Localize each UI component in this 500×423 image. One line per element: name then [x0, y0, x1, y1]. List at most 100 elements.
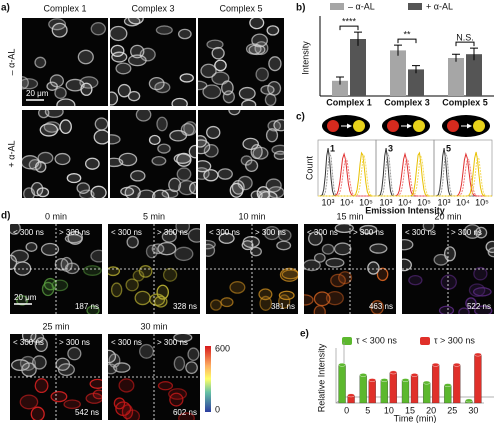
error-bar	[470, 47, 478, 61]
cell	[334, 224, 354, 234]
cell	[65, 78, 85, 92]
gate-label: < 300 ns	[307, 228, 338, 237]
significance-bracket	[339, 25, 359, 31]
column-header: Complex 1	[43, 3, 86, 13]
cell	[276, 240, 292, 251]
cell	[359, 224, 378, 235]
cell	[110, 25, 128, 42]
y-axis-title: Intensity	[300, 41, 310, 75]
cell	[177, 28, 192, 40]
cell	[217, 168, 233, 180]
x-tick-label: 10³	[321, 197, 334, 207]
cells	[110, 110, 196, 198]
gate-label: > 300 ns	[59, 338, 90, 347]
significance: ****	[342, 17, 357, 27]
cells	[402, 224, 494, 314]
cell	[472, 287, 492, 297]
cell	[115, 401, 132, 417]
cell	[44, 110, 64, 118]
x-tick-label: 10³	[437, 197, 450, 207]
micrograph	[110, 18, 196, 106]
cells	[10, 224, 102, 314]
bar	[408, 69, 424, 96]
cell	[37, 110, 50, 119]
time-label: 15 min	[336, 211, 363, 221]
error-bar	[412, 65, 420, 74]
x-tick-label: 15	[405, 405, 415, 415]
y-axis-title: Count	[304, 156, 314, 181]
cell	[206, 39, 224, 50]
cell	[155, 25, 173, 35]
cell	[77, 49, 94, 65]
cell	[156, 284, 169, 300]
cell	[32, 355, 47, 370]
x-tick-label: Complex 3	[384, 97, 430, 107]
cell	[22, 76, 29, 90]
cell	[50, 390, 68, 403]
cell	[154, 81, 171, 94]
bar-top	[359, 373, 367, 377]
cell	[60, 256, 73, 272]
gate-label: < 300 ns	[111, 338, 142, 347]
cell	[206, 239, 216, 250]
cell	[63, 399, 81, 410]
bar	[474, 354, 482, 404]
cell	[264, 93, 277, 106]
cell	[54, 86, 67, 100]
cells	[22, 110, 108, 198]
bar	[466, 54, 482, 96]
cell	[222, 90, 235, 104]
bar-top	[465, 398, 473, 403]
x-tick-label: 10³	[379, 197, 392, 207]
cell	[120, 186, 135, 197]
cell	[252, 146, 269, 160]
cell	[267, 80, 282, 96]
cell	[206, 125, 221, 139]
cell	[10, 224, 21, 235]
cell	[67, 346, 82, 361]
histogram-curve	[434, 155, 492, 197]
cell	[281, 269, 298, 280]
cell	[40, 242, 60, 256]
lifetime: 542 ns	[75, 408, 99, 417]
bar	[448, 58, 464, 96]
cell	[422, 224, 435, 232]
cell	[198, 80, 208, 91]
gate-label: < 300 ns	[111, 228, 142, 237]
lifetime: 602 ns	[173, 408, 197, 417]
cell	[13, 261, 32, 276]
cell	[37, 151, 54, 165]
cell	[266, 25, 280, 36]
cell	[145, 244, 158, 259]
cell	[473, 266, 488, 281]
lifetime: 463 ns	[369, 302, 393, 311]
bar-top	[422, 380, 431, 385]
lifetime: 381 ns	[271, 302, 295, 311]
bar	[444, 384, 452, 404]
significance-bracket	[397, 38, 417, 44]
cell	[110, 282, 123, 298]
scale-bar-label: 20 μm	[26, 89, 49, 98]
gate-label: > 300 ns	[157, 338, 188, 347]
legend-label: τ > 300 ns	[434, 335, 475, 345]
scale-bar-label: 20 μm	[14, 293, 37, 302]
bar	[380, 379, 389, 404]
cell-yellow	[473, 120, 485, 132]
cells	[304, 224, 389, 314]
cell	[173, 356, 186, 372]
x-tick-label: 20	[426, 405, 436, 415]
legend-label: τ < 300 ns	[356, 335, 397, 345]
cell	[86, 305, 100, 314]
bar-top	[444, 383, 452, 387]
error-bar	[452, 53, 460, 62]
subpanel-label: 1	[330, 143, 335, 153]
cell	[127, 90, 141, 102]
cell	[185, 361, 198, 375]
cell	[108, 349, 117, 364]
cells	[22, 18, 107, 106]
cell	[279, 267, 298, 282]
cell	[90, 249, 102, 263]
cell-yellow	[413, 120, 425, 132]
cell	[34, 56, 47, 69]
cell	[130, 170, 146, 182]
